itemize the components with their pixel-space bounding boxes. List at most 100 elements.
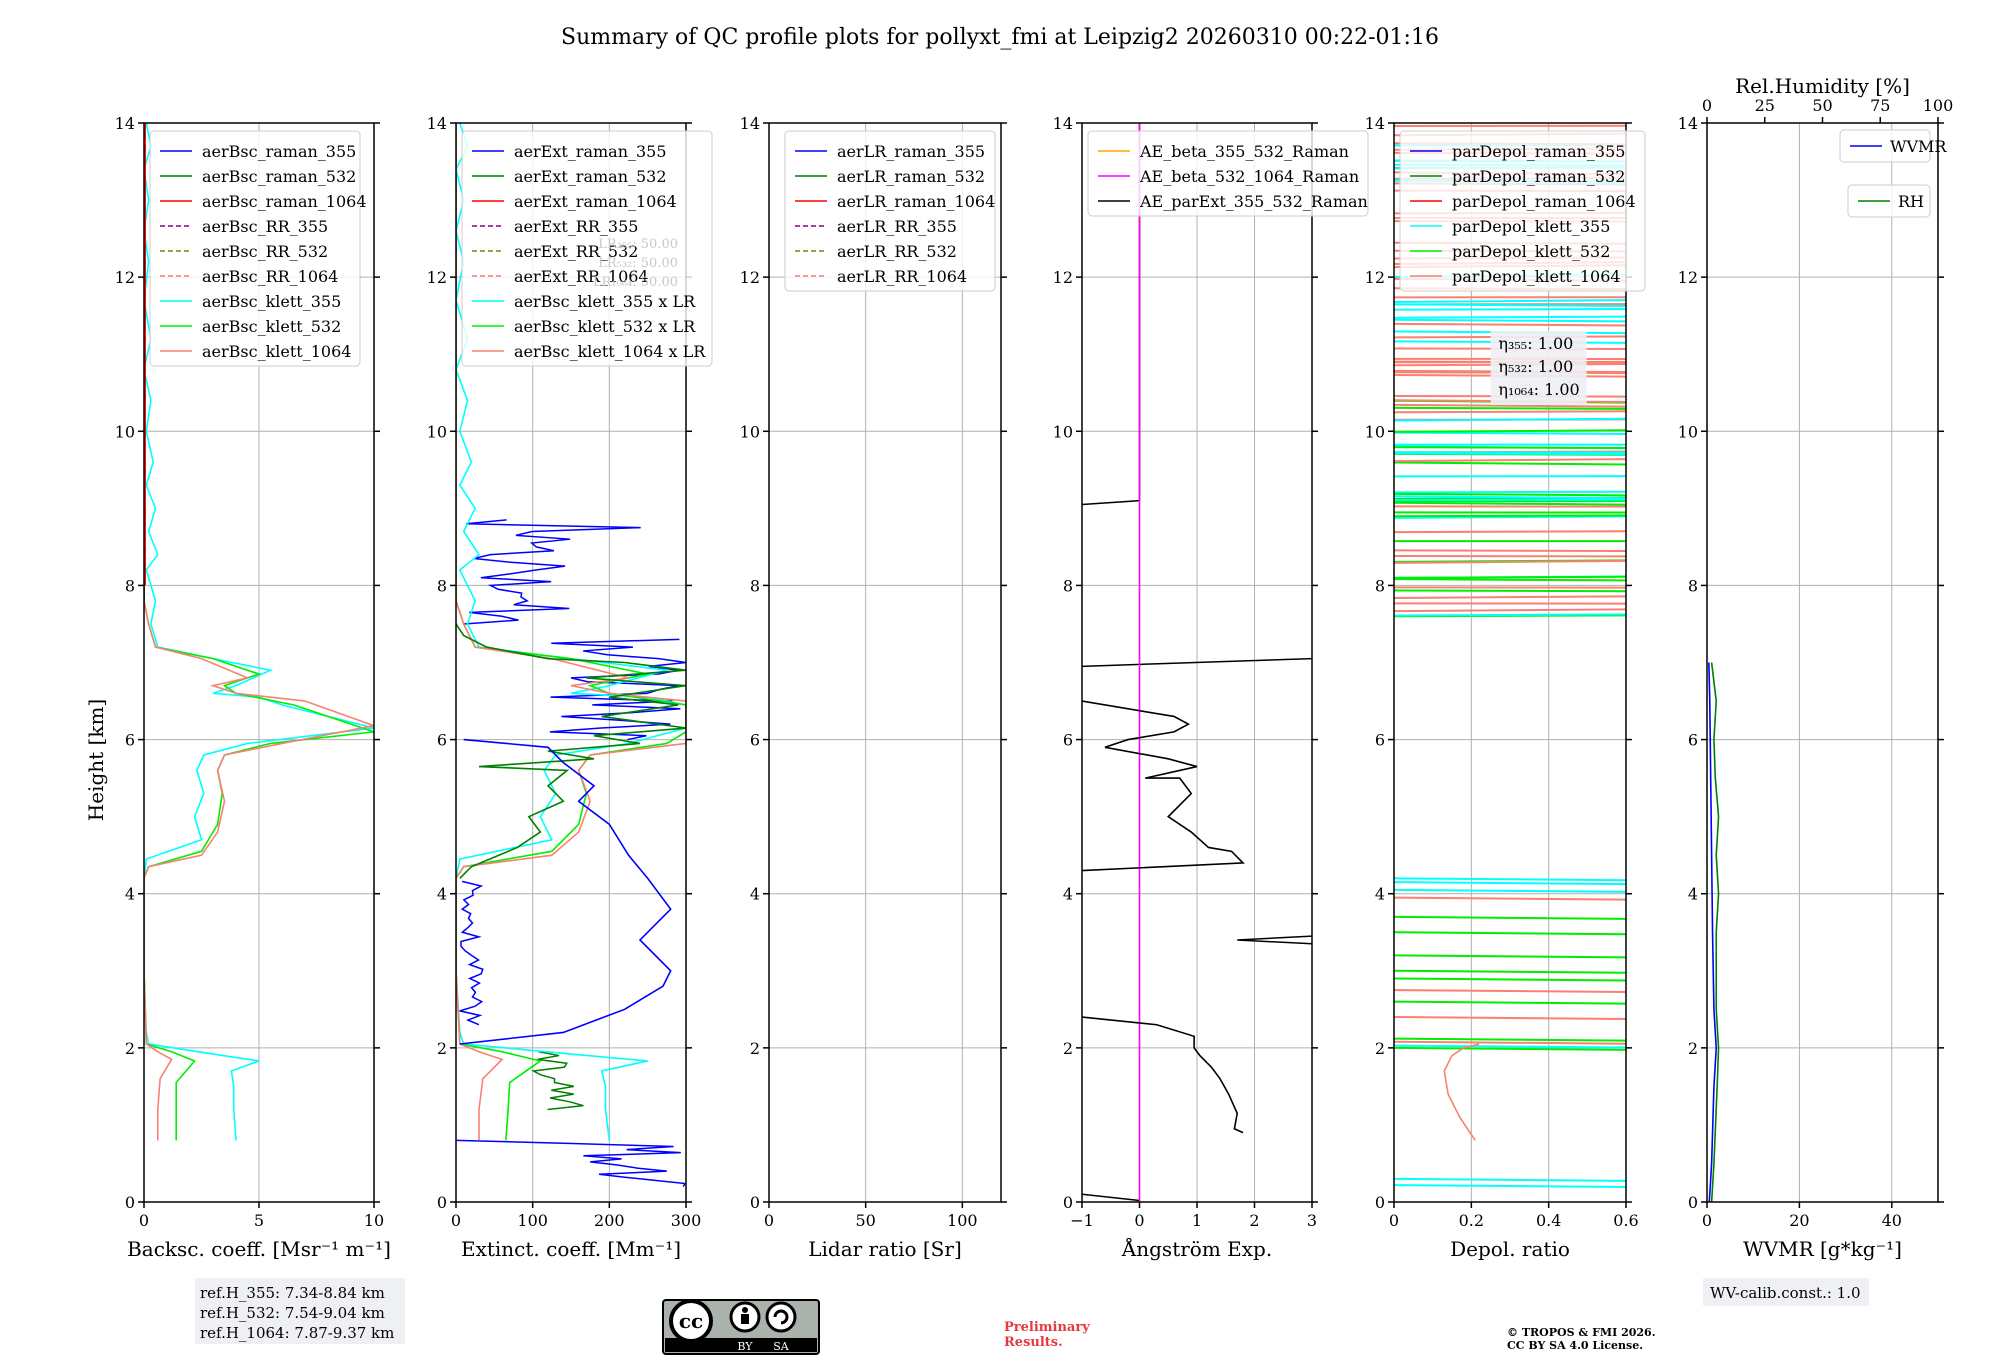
top-tick-label: 25 (1755, 96, 1775, 115)
by-label: BY (737, 1340, 753, 1353)
depol-streak (1394, 589, 1626, 593)
legend-label-aerbsc-klett-355: aerBsc_klett_355 (202, 292, 341, 311)
y-tick-label: 12 (115, 268, 135, 287)
y-tick-label: 4 (1688, 885, 1698, 904)
depol-streak (1394, 515, 1626, 519)
x-tick-label: 5 (254, 1211, 264, 1230)
y-tick-label: 6 (1375, 731, 1385, 750)
y-tick-label: 6 (125, 731, 135, 750)
x-axis-label: Backsc. coeff. [Msr⁻¹ m⁻¹] (127, 1237, 391, 1261)
y-tick-label: 12 (740, 268, 760, 287)
depol-streak (1394, 915, 1626, 920)
legend-label-pardepol-klett-532: parDepol_klett_532 (1452, 242, 1610, 261)
aerext-raman-355-base (456, 1139, 686, 1187)
y-tick-label: 12 (1678, 268, 1698, 287)
legend-label-aerlr-rr-355: aerLR_RR_355 (837, 217, 957, 236)
legend-label-aerlr-raman-532: aerLR_raman_532 (837, 167, 985, 186)
x-tick-label: 3 (1307, 1211, 1317, 1230)
series-group (1708, 662, 1720, 1202)
depol-streak (1394, 1016, 1626, 1021)
y-tick-label: 12 (427, 268, 447, 287)
legend-box (1839, 129, 1931, 163)
preliminary-line-1: Preliminary (1004, 1320, 1090, 1335)
y-tick-label: 2 (1375, 1039, 1385, 1058)
series-aerbsc-klett-1064 (144, 123, 374, 1141)
y-tick-label: 8 (125, 576, 135, 595)
x-tick-label: 0.4 (1536, 1211, 1561, 1230)
legend-label-aerext-raman-1064: aerExt_raman_1064 (514, 192, 677, 211)
y-tick-label: 6 (437, 731, 447, 750)
depol-streak (1394, 896, 1626, 901)
legend-label-aerbsc-rr-1064: aerBsc_RR_1064 (202, 267, 338, 286)
x-tick-label: 0 (139, 1211, 149, 1230)
figure-title: Summary of QC profile plots for pollyxt_… (561, 25, 1439, 50)
preliminary-note: Preliminary Results. (1004, 1320, 1090, 1350)
x-axis-label: Ångström Exp. (1121, 1236, 1272, 1261)
depol-streak (1394, 575, 1626, 579)
depol-streak (1394, 514, 1626, 518)
legend-label-aerlr-raman-355: aerLR_raman_355 (837, 142, 985, 161)
legend-box (461, 130, 713, 367)
top-tick-label: 0 (1702, 96, 1712, 115)
axes-frame (455, 122, 687, 1203)
ae-spike-3km (1237, 935, 1312, 945)
legend-label-pardepol-klett-355: parDepol_klett_355 (1452, 217, 1610, 236)
depol-streak (1394, 490, 1626, 494)
x-tick-label: 20 (1789, 1211, 1809, 1230)
x-axis-label: WVMR [g*kg⁻¹] (1743, 1237, 1902, 1261)
legend-label-aerbsc-klett-1064-x-lr: aerBsc_klett_1064 x LR (514, 342, 706, 361)
top-axis-label: Rel.Humidity [%] (1735, 74, 1910, 98)
x-tick-label: 0 (451, 1211, 461, 1230)
panel-lidar_ratio: 0 50 100 0 2 4 6 8 10 12 14 Lidar ratio [Sr] aerLR_r… (740, 114, 1007, 1261)
y-tick-label: 2 (437, 1039, 447, 1058)
panel-extinction: 0 100 200 300 0 2 4 6 8 10 12 14 Extinct. coeff. [Mm… (427, 114, 713, 1261)
preliminary-line-2: Results. (1004, 1335, 1063, 1350)
depol-streak (1394, 458, 1626, 463)
depol-streak (1394, 410, 1626, 414)
x-tick-label: 200 (594, 1211, 625, 1230)
depol-streak (1394, 1000, 1626, 1005)
legend-label-rh: RH (1898, 192, 1924, 211)
wv-calibration-box: WV-calib.const.: 1.0 (1703, 1278, 1869, 1306)
aerext-raman-532-pbl (531, 1050, 584, 1111)
y-tick-label: 6 (750, 731, 760, 750)
ref-height-1064: ref.H_1064: 7.87-9.37 km (200, 1324, 394, 1342)
eta-box (1490, 331, 1587, 405)
eta-label: η₁₀₆₄: 1.00 (1498, 380, 1579, 399)
wv-calibration-text: WV-calib.const.: 1.0 (1710, 1284, 1861, 1302)
depol-streak (1394, 530, 1626, 534)
y-tick-label: 8 (1688, 576, 1698, 595)
legend-box (149, 130, 361, 367)
depol-streak (1394, 1046, 1626, 1051)
eta-label: η₅₃₂: 1.00 (1498, 357, 1573, 376)
lr-label: LR₅₃₂: 50.00 (598, 256, 678, 271)
panel-water_vapor: 0 20 40 0 25 50 75 100 Rel.Humidity [%] 0 2 4 6 8 10 12… (1678, 74, 1954, 1261)
y-tick-label: 4 (437, 885, 447, 904)
y-tick-label: 0 (750, 1193, 760, 1212)
x-tick-label: 0.2 (1459, 1211, 1484, 1230)
y-tick-label: 12 (1053, 268, 1073, 287)
legend-extinction: aerExt_raman_355 aerExt_raman_532 aerExt_r… (461, 130, 713, 367)
legend-box (1087, 130, 1369, 217)
y-tick-label: 8 (750, 576, 760, 595)
legend-label-aerbsc-rr-532: aerBsc_RR_532 (202, 242, 328, 261)
series-ae-parext-355-532-raman (1082, 1016, 1244, 1134)
y-tick-label: 4 (125, 885, 135, 904)
x-tick-label: 0 (764, 1211, 774, 1230)
depol-streak (1394, 461, 1626, 466)
legend-label-aerbsc-raman-355: aerBsc_raman_355 (202, 142, 356, 161)
legend-box (1399, 130, 1646, 292)
y-tick-label: 10 (1678, 422, 1698, 441)
panel-backscatter: 0 5 10 0 2 4 6 8 10 12 14 Backsc. coeff. [Msr⁻¹ m⁻¹… (115, 114, 391, 1261)
y-tick-label: 4 (750, 885, 760, 904)
y-tick-label: 10 (1365, 422, 1385, 441)
copyright-line-1: © TROPOS & FMI 2026. (1507, 1326, 1656, 1339)
depol-streak (1394, 954, 1626, 959)
legend-label-aerlr-rr-1064: aerLR_RR_1064 (837, 267, 967, 286)
depol-streak (1394, 1040, 1626, 1045)
depol-streak (1394, 608, 1626, 613)
depol-streak (1394, 1177, 1626, 1182)
depol-streak (1394, 492, 1626, 497)
